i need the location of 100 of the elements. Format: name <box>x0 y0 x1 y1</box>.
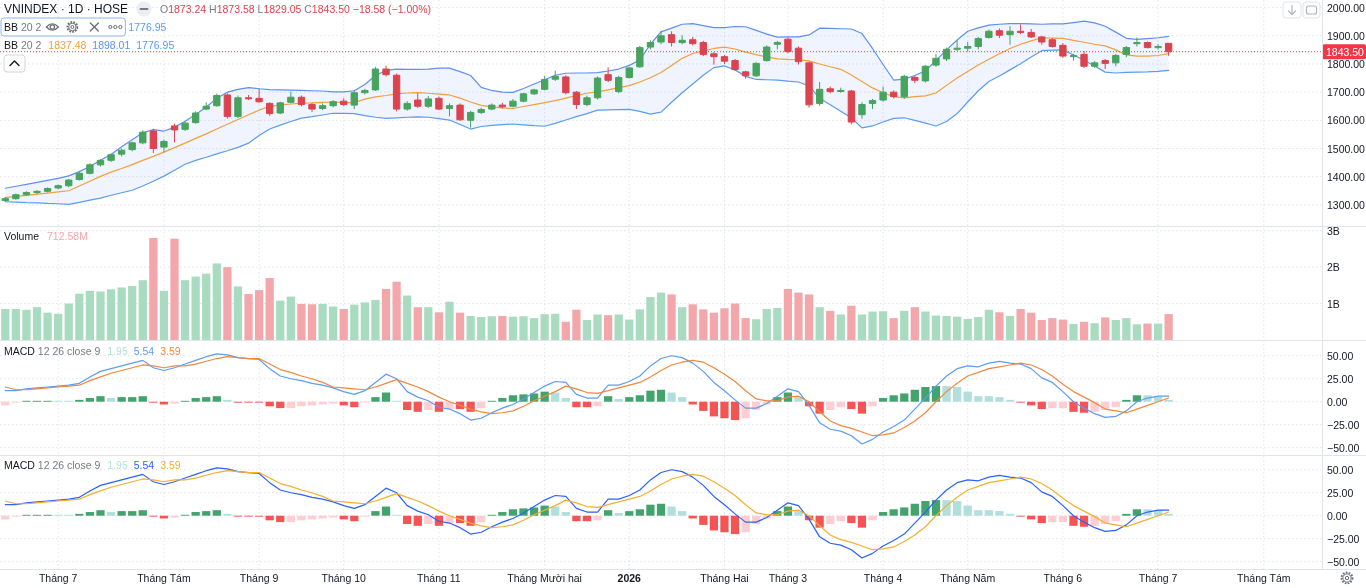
bar <box>984 396 993 402</box>
bar <box>244 294 253 340</box>
bar <box>1069 323 1078 340</box>
bar <box>582 319 592 340</box>
candlestick <box>741 70 750 80</box>
bar <box>371 397 380 402</box>
bar <box>1037 515 1046 524</box>
candlestick <box>720 54 729 65</box>
candlestick <box>202 101 210 111</box>
bar <box>191 512 200 516</box>
bar <box>1048 515 1057 523</box>
bar <box>762 309 771 340</box>
y-tick-label: 1500.00 <box>1327 142 1366 155</box>
bar <box>128 397 137 402</box>
candlestick <box>234 95 242 119</box>
y-tick-label: 1B <box>1327 297 1340 310</box>
bar <box>318 303 327 340</box>
candlestick <box>1164 42 1173 57</box>
y-tick-label: 1400.00 <box>1327 170 1366 183</box>
candlestick <box>1006 25 1014 46</box>
annotation: 1776.95 <box>136 39 175 51</box>
bar <box>963 391 972 402</box>
candlestick <box>361 88 369 95</box>
candlestick <box>1080 50 1088 69</box>
candlestick <box>403 100 411 112</box>
candlestick <box>488 102 496 111</box>
candlestick <box>964 41 972 53</box>
bar <box>1122 318 1131 340</box>
bar <box>794 292 803 340</box>
bar <box>783 288 793 340</box>
candlestick <box>1090 60 1099 69</box>
bar <box>963 505 972 516</box>
candlestick <box>773 40 782 50</box>
bar <box>22 309 31 340</box>
candlestick <box>33 189 41 195</box>
bar <box>1111 319 1120 340</box>
x-tick-label: Tháng 9 <box>239 572 279 584</box>
bar <box>1005 315 1015 340</box>
bar <box>561 398 570 402</box>
candlestick <box>890 89 898 99</box>
bar <box>180 280 190 340</box>
bar <box>656 503 666 516</box>
bar <box>900 310 909 340</box>
bar <box>974 396 983 402</box>
candlestick <box>318 102 327 111</box>
bar <box>1058 319 1068 340</box>
bar <box>529 318 539 340</box>
bar <box>868 401 877 407</box>
bar <box>202 397 211 402</box>
bar <box>953 316 962 340</box>
bar <box>276 300 285 340</box>
x-tick-label: Tháng Năm <box>940 572 996 584</box>
bar <box>878 512 888 516</box>
candlestick <box>149 128 158 154</box>
candlestick <box>43 186 52 193</box>
bar <box>730 401 740 421</box>
candlestick <box>1016 24 1025 35</box>
bar <box>1090 323 1099 340</box>
bar <box>995 312 1004 340</box>
candlestick <box>678 34 686 45</box>
bar <box>329 306 338 340</box>
bar <box>804 294 814 340</box>
bar <box>339 309 348 340</box>
candlestick <box>1048 37 1056 49</box>
bar <box>138 510 147 516</box>
bar <box>1058 401 1068 409</box>
bar <box>371 511 380 516</box>
bar <box>477 401 486 409</box>
bar <box>953 501 962 516</box>
candlestick <box>667 30 676 47</box>
candlestick <box>12 193 20 201</box>
bar <box>1164 314 1173 340</box>
bar <box>752 319 761 340</box>
legend-title: MACD 12 26 close 9 <box>4 459 101 471</box>
bar <box>709 515 718 531</box>
x-tick-label: Tháng Tám <box>1237 572 1291 584</box>
bar <box>868 515 877 521</box>
candlestick <box>117 148 126 157</box>
bar <box>286 515 295 523</box>
candlestick <box>160 138 168 153</box>
candlestick <box>308 102 316 113</box>
candlestick <box>794 46 803 66</box>
candlestick <box>763 44 771 63</box>
y-tick-label: 1600.00 <box>1327 114 1366 127</box>
bar <box>350 304 359 340</box>
candlestick <box>466 110 475 129</box>
bar <box>878 311 888 340</box>
candlestick <box>879 86 887 103</box>
bar <box>138 280 147 340</box>
bar <box>815 307 824 340</box>
bar <box>889 318 898 340</box>
bar <box>128 286 137 340</box>
bar <box>836 314 845 340</box>
bar <box>392 281 401 340</box>
bar <box>593 314 602 340</box>
candlestick <box>868 98 877 110</box>
candlestick <box>1 196 9 203</box>
bar <box>508 395 518 402</box>
candlestick <box>266 101 274 117</box>
candlestick <box>826 86 834 94</box>
